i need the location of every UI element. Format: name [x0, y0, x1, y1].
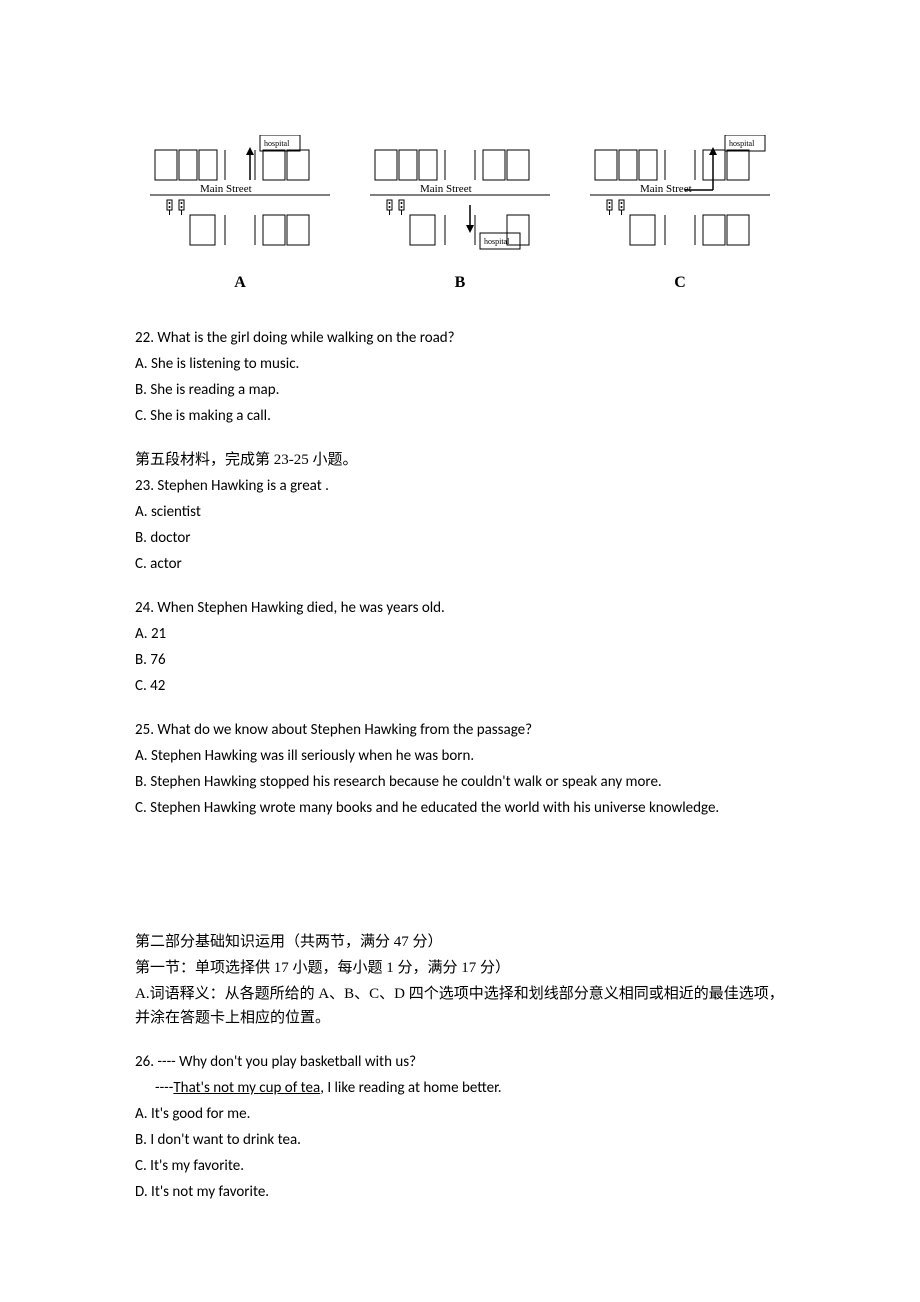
q26-option-b: B. I don't want to drink tea. [135, 1128, 785, 1152]
q26-option-a: A. It's good for me. [135, 1102, 785, 1126]
q23-option-c: C. actor [135, 552, 785, 576]
map-diagram-row: hospital Main Street [135, 135, 785, 296]
hospital-label-a: hospital [264, 139, 290, 148]
question-26: 26. ---- Why don't you play basketball w… [135, 1050, 785, 1204]
map-diagram-c: hospital Main Street C [585, 135, 775, 296]
map-diagram-b: Main Street hospital B [365, 135, 555, 296]
q26-followup-pre: ---- [155, 1079, 173, 1097]
question-22: 22. What is the girl doing while walking… [135, 326, 785, 428]
q25-option-a: A. Stephen Hawking was ill seriously whe… [135, 744, 785, 768]
diagram-label-b: B [455, 270, 466, 296]
diagram-label-c: C [674, 270, 686, 296]
q25-option-b: B. Stephen Hawking stopped his research … [135, 770, 785, 794]
section-5-intro: 第五段材料，完成第 23-25 小题。 [135, 448, 785, 472]
street-label-a: Main Street [200, 183, 252, 195]
map-svg-a: hospital Main Street [145, 135, 335, 265]
q26-followup-underlined: That's not my cup of tea [173, 1079, 320, 1097]
question-25: 25. What do we know about Stephen Hawkin… [135, 718, 785, 820]
q26-option-c: C. It's my favorite. [135, 1154, 785, 1178]
part2-sub2: A.词语释义：从各题所给的 A、B、C、D 四个选项中选择和划线部分意义相同或相… [135, 982, 785, 1030]
q22-option-b: B. She is reading a map. [135, 378, 785, 402]
q26-option-d: D. It's not my favorite. [135, 1180, 785, 1204]
q24-text: 24. When Stephen Hawking died, he was ye… [135, 596, 785, 620]
q26-text: 26. ---- Why don't you play basketball w… [135, 1050, 785, 1074]
q22-text: 22. What is the girl doing while walking… [135, 326, 785, 350]
q24-option-c: C. 42 [135, 674, 785, 698]
q26-followup-post: , I like reading at home better. [320, 1079, 501, 1097]
map-diagram-a: hospital Main Street [145, 135, 335, 296]
q23-text: 23. Stephen Hawking is a great . [135, 474, 785, 498]
diagram-label-a: A [234, 270, 246, 296]
q25-option-c: C. Stephen Hawking wrote many books and … [135, 796, 785, 820]
part2-sub1: 第一节：单项选择供 17 小题，每小题 1 分，满分 17 分） [135, 956, 785, 980]
map-svg-b: Main Street hospital [365, 135, 555, 265]
hospital-label-c: hospital [729, 139, 755, 148]
q24-option-a: A. 21 [135, 622, 785, 646]
hospital-label-b: hospital [484, 237, 510, 246]
question-23: 23. Stephen Hawking is a great . A. scie… [135, 474, 785, 576]
q22-option-c: C. She is making a call. [135, 404, 785, 428]
q22-option-a: A. She is listening to music. [135, 352, 785, 376]
part2-header: 第二部分基础知识运用（共两节，满分 47 分） [135, 930, 785, 954]
question-24: 24. When Stephen Hawking died, he was ye… [135, 596, 785, 698]
q26-followup: ----That's not my cup of tea, I like rea… [135, 1076, 785, 1100]
street-label-c: Main Street [640, 183, 692, 195]
q24-option-b: B. 76 [135, 648, 785, 672]
map-svg-c: hospital Main Street [585, 135, 775, 265]
q23-option-b: B. doctor [135, 526, 785, 550]
street-label-b: Main Street [420, 183, 472, 195]
q25-text: 25. What do we know about Stephen Hawkin… [135, 718, 785, 742]
q23-option-a: A. scientist [135, 500, 785, 524]
